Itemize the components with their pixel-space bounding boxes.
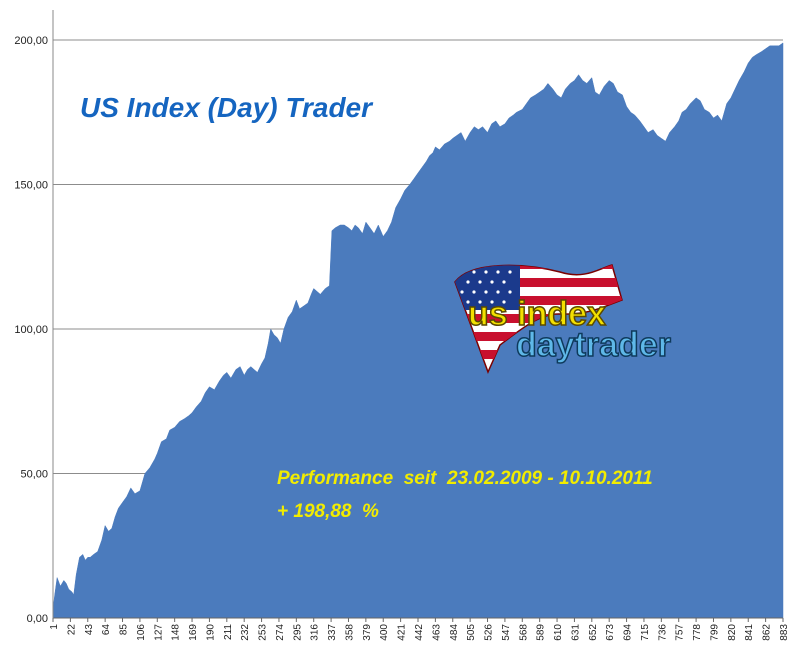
y-tick-label: 0,00: [27, 613, 48, 625]
x-tick-label: 547: [501, 624, 512, 641]
x-tick-label: 64: [101, 624, 112, 636]
y-tick-label: 100,00: [14, 324, 48, 336]
x-tick-label: 400: [379, 624, 390, 641]
x-tick-label: 316: [310, 624, 321, 641]
y-tick-label: 150,00: [14, 180, 48, 192]
x-tick-label: 211: [223, 624, 234, 640]
x-tick-label: 106: [136, 624, 147, 641]
us-index-daytrader-logo: us index daytrader: [454, 264, 672, 374]
x-axis-labels: 1 22 43 64 85 106 127 148 169 190 211 232 253 274 295 3…: [49, 618, 787, 641]
logo-line2: daytrader: [516, 326, 671, 364]
x-tick-label: 589: [536, 624, 547, 641]
logo-line1: us index: [468, 295, 606, 333]
x-tick-label: 757: [675, 624, 686, 641]
x-tick-label: 232: [240, 624, 251, 641]
performance-value: + 198,88 %: [277, 501, 379, 522]
x-tick-label: 190: [205, 624, 216, 641]
x-tick-label: 169: [188, 624, 199, 641]
x-tick-label: 799: [709, 624, 720, 641]
x-tick-label: 442: [414, 624, 425, 641]
x-tick-label: 505: [466, 624, 477, 641]
x-tick-label: 127: [153, 624, 164, 641]
x-tick-label: 568: [518, 624, 529, 641]
x-tick-label: 862: [762, 624, 773, 641]
x-tick-label: 274: [275, 624, 286, 641]
x-tick-label: 694: [623, 624, 634, 641]
plot-area: [52, 42, 784, 619]
x-tick-label: 778: [692, 624, 703, 641]
x-tick-label: 673: [605, 624, 616, 641]
y-tick-label: 200,00: [14, 35, 48, 47]
x-tick-label: 841: [744, 624, 755, 641]
x-tick-label: 610: [553, 624, 564, 641]
x-tick-label: 484: [449, 624, 460, 641]
us-flag-icon: [454, 264, 623, 374]
x-tick-label: 715: [640, 624, 651, 641]
y-tick-label: 50,00: [20, 469, 48, 481]
x-tick-label: 1: [49, 624, 60, 630]
x-tick-label: 736: [657, 624, 668, 641]
chart-title: US Index (Day) Trader: [80, 92, 374, 123]
x-tick-label: 421: [397, 624, 408, 641]
x-tick-label: 358: [344, 624, 355, 641]
series-area: [52, 42, 784, 619]
y-axis-labels: 0,00 50,00 100,00 150,00 200,00: [14, 35, 48, 625]
x-tick-label: 379: [362, 624, 373, 641]
x-tick-label: 253: [258, 624, 269, 641]
x-tick-label: 631: [570, 624, 581, 641]
x-tick-label: 463: [431, 624, 442, 641]
x-tick-label: 883: [779, 624, 787, 641]
x-tick-label: 652: [588, 624, 599, 641]
x-tick-label: 22: [66, 624, 77, 636]
x-tick-label: 85: [119, 624, 130, 636]
x-tick-label: 526: [484, 624, 495, 641]
x-tick-label: 295: [292, 624, 303, 641]
x-tick-label: 43: [84, 624, 95, 636]
x-tick-label: 820: [727, 624, 738, 641]
performance-annotation: Performance seit 23.02.2009 - 10.10.2011: [277, 468, 653, 489]
x-tick-label: 337: [327, 624, 338, 641]
x-tick-label: 148: [171, 624, 182, 641]
